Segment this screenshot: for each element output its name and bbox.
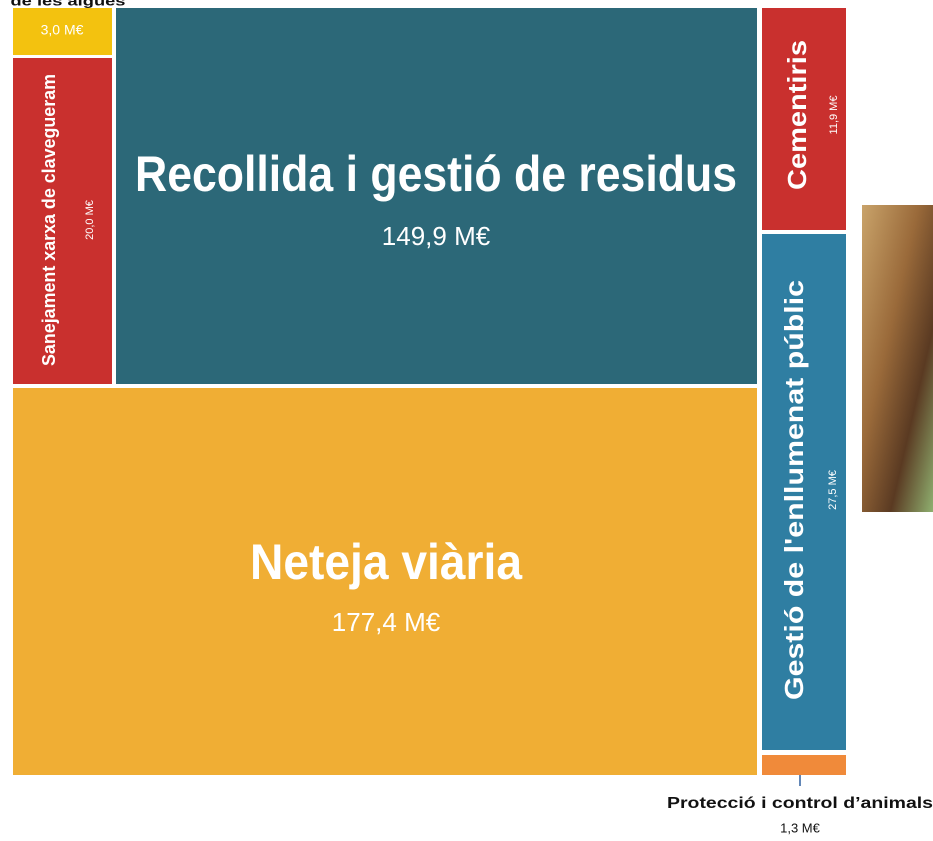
treemap-cell <box>762 755 846 775</box>
cell-label: Cementiris <box>782 40 812 190</box>
treemap-cell <box>13 8 112 55</box>
treemap-cell <box>13 58 112 384</box>
value-label: 1,3 M€ <box>780 820 821 835</box>
value-label: 149,9 M€ <box>382 221 491 251</box>
treemap-cell <box>762 234 846 750</box>
cell-label: de les aigües <box>11 0 126 8</box>
treemap-cell <box>116 8 757 384</box>
treemap-cell <box>762 8 846 230</box>
value-label: 3,0 M€ <box>41 22 84 38</box>
value-label: 20,0 M€ <box>84 200 96 240</box>
cell-label: Protecció i control d’animals <box>667 795 933 812</box>
cell-label: Gestió de l'enllumenat públic <box>779 280 809 700</box>
background-photo <box>862 205 933 512</box>
cell-label: Sanejament xarxa de clavegueram <box>39 74 59 366</box>
value-label: 11,9 M€ <box>828 96 840 135</box>
value-label: 27,5 M€ <box>827 470 839 510</box>
cell-label: Neteja viària <box>250 534 523 590</box>
value-label: 177,4 M€ <box>332 607 441 637</box>
cell-label: Recollida i gestió de residus <box>135 146 737 202</box>
treemap-cell <box>13 388 757 775</box>
